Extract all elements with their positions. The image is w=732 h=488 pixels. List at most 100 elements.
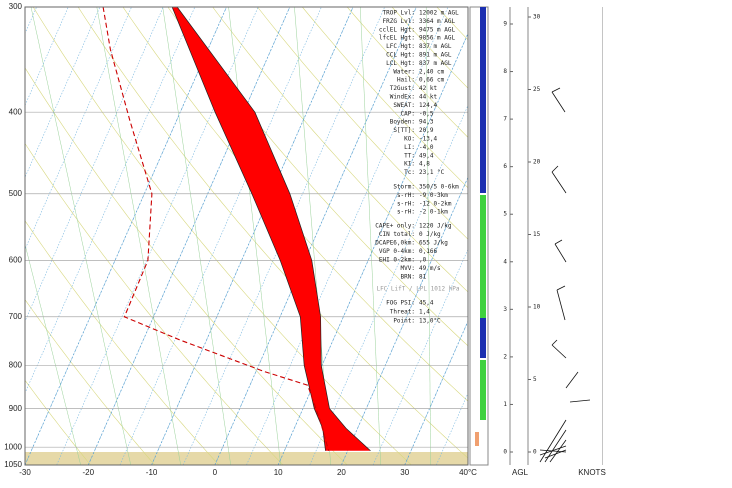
- moist-adiabat: [360, 7, 382, 465]
- dry-adiabat: [212, 7, 468, 293]
- x-tick-label: 0: [213, 468, 218, 477]
- index-label: MVV:: [401, 265, 415, 272]
- dry-adiabat: [571, 7, 732, 465]
- moist-adiabat: [162, 7, 231, 465]
- dry-adiabat: [527, 7, 732, 465]
- index-label: T2Gust:: [390, 85, 415, 92]
- x-tick-label: 10: [274, 468, 283, 477]
- index-label: CIN total:: [379, 231, 415, 238]
- index-label: DCAPE6,0km:: [375, 240, 415, 247]
- index-value: 0 J/kg: [419, 231, 441, 238]
- dry-adiabat: [25, 379, 91, 465]
- ft-tick-label: 20: [533, 159, 541, 166]
- isotherm: [88, 7, 291, 465]
- dry-adiabat: [25, 299, 156, 465]
- km-tick-label: 2: [503, 353, 507, 360]
- ft-tick-label: 15: [533, 231, 541, 238]
- isotherm: [25, 7, 132, 250]
- moist-adiabat: [425, 7, 432, 465]
- index-value: 124,4: [419, 102, 437, 109]
- index-label: KO:: [404, 136, 415, 143]
- dry-adiabat: [25, 220, 220, 465]
- index-label: KI:: [404, 161, 415, 168]
- km-tick-label: 7: [503, 116, 507, 123]
- dewpoint-line: [102, 7, 330, 451]
- index-label: BRN:: [401, 274, 415, 281]
- moist-adiabat: [96, 7, 181, 465]
- index-label: WindEx:: [390, 94, 415, 101]
- y-tick-label: 300: [9, 2, 23, 11]
- ft-tick-label: 0: [533, 449, 537, 456]
- km-tick-label: 5: [503, 211, 507, 218]
- dry-adiabat: [32, 7, 412, 465]
- ft-tick-label: 5: [533, 376, 537, 383]
- dry-adiabat: [616, 7, 732, 465]
- isotherm: [246, 7, 449, 465]
- index-label: LFC Hgt:: [386, 43, 415, 50]
- isotherm: [25, 7, 227, 465]
- index-label: CAP:: [401, 110, 415, 117]
- index-value: -0,5: [419, 110, 434, 117]
- km-label: AGL: [512, 468, 529, 477]
- index-value: 9856 m AGL: [419, 35, 456, 42]
- isotherm-grid: [87, 7, 291, 465]
- index-label: Water:: [393, 68, 415, 75]
- index-value: 0,166: [419, 248, 437, 255]
- column-blue: [480, 7, 486, 193]
- background-lines: [25, 7, 732, 465]
- dry-adiabat: [706, 7, 732, 465]
- index-label: lfcEL Hgt:: [379, 35, 415, 42]
- index-value: -9 0-3km: [419, 192, 448, 199]
- panel-edge: [602, 7, 603, 465]
- isotherm: [277, 32, 468, 465]
- cape-area: [172, 7, 371, 451]
- km-tick-label: 1: [503, 401, 507, 408]
- column-frame: [469, 6, 489, 466]
- moist-adiabat: [30, 7, 131, 465]
- index-value: -12 0-2km: [419, 200, 452, 207]
- dry-adiabat: [661, 7, 732, 465]
- index-label: Storm:: [393, 184, 415, 191]
- isotherm-grid: [214, 7, 417, 465]
- ft-tick-label: 30: [533, 14, 541, 21]
- isotherm-grid: [25, 7, 227, 465]
- isotherm: [25, 7, 164, 322]
- index-label: SWEAT:: [393, 102, 415, 109]
- x-tick-label: 20: [337, 468, 346, 477]
- index-label: Point:: [393, 318, 415, 325]
- index-value: 45,4: [419, 300, 434, 307]
- index-label: LCL Hgt:: [386, 60, 415, 67]
- index-label: CAPE+ only:: [375, 223, 415, 230]
- parcel-line: [171, 7, 326, 451]
- index-label: s-rH:: [397, 200, 415, 207]
- ft-tick-label: 25: [533, 86, 541, 93]
- ground: [25, 452, 468, 465]
- dry-adiabat: [25, 462, 27, 465]
- y-tick-label: 800: [9, 361, 23, 370]
- index-value: -13,4: [419, 136, 437, 143]
- y-tick-label: 900: [9, 404, 23, 413]
- index-value: -2 0-1km: [419, 209, 448, 216]
- km-tick-label: 0: [503, 449, 507, 456]
- dry-adiabat: [391, 7, 468, 89]
- isotherm: [341, 176, 468, 465]
- km-tick-label: 6: [503, 163, 507, 170]
- moist-adiabat: [25, 243, 81, 465]
- index-value: 49,4: [419, 152, 434, 159]
- index-value: 20,9: [419, 127, 434, 134]
- dry-adiabat: [25, 67, 348, 465]
- y-tick-label: 1000: [4, 442, 22, 451]
- isotherm: [467, 464, 468, 465]
- column-green: [480, 195, 486, 318]
- dry-adiabat: [167, 7, 468, 347]
- index-value: 94,3: [419, 119, 434, 126]
- isotherm-grid: [151, 7, 354, 465]
- index-label: cclEL Hgt:: [379, 26, 415, 33]
- temperature-line: [176, 7, 371, 452]
- ft-label: KNOTS: [578, 468, 606, 477]
- index-value: 44 kt: [419, 94, 437, 101]
- dry-adiabat: [302, 7, 468, 189]
- dry-adiabat: [482, 7, 732, 465]
- index-label: CCL Hgt:: [386, 52, 415, 59]
